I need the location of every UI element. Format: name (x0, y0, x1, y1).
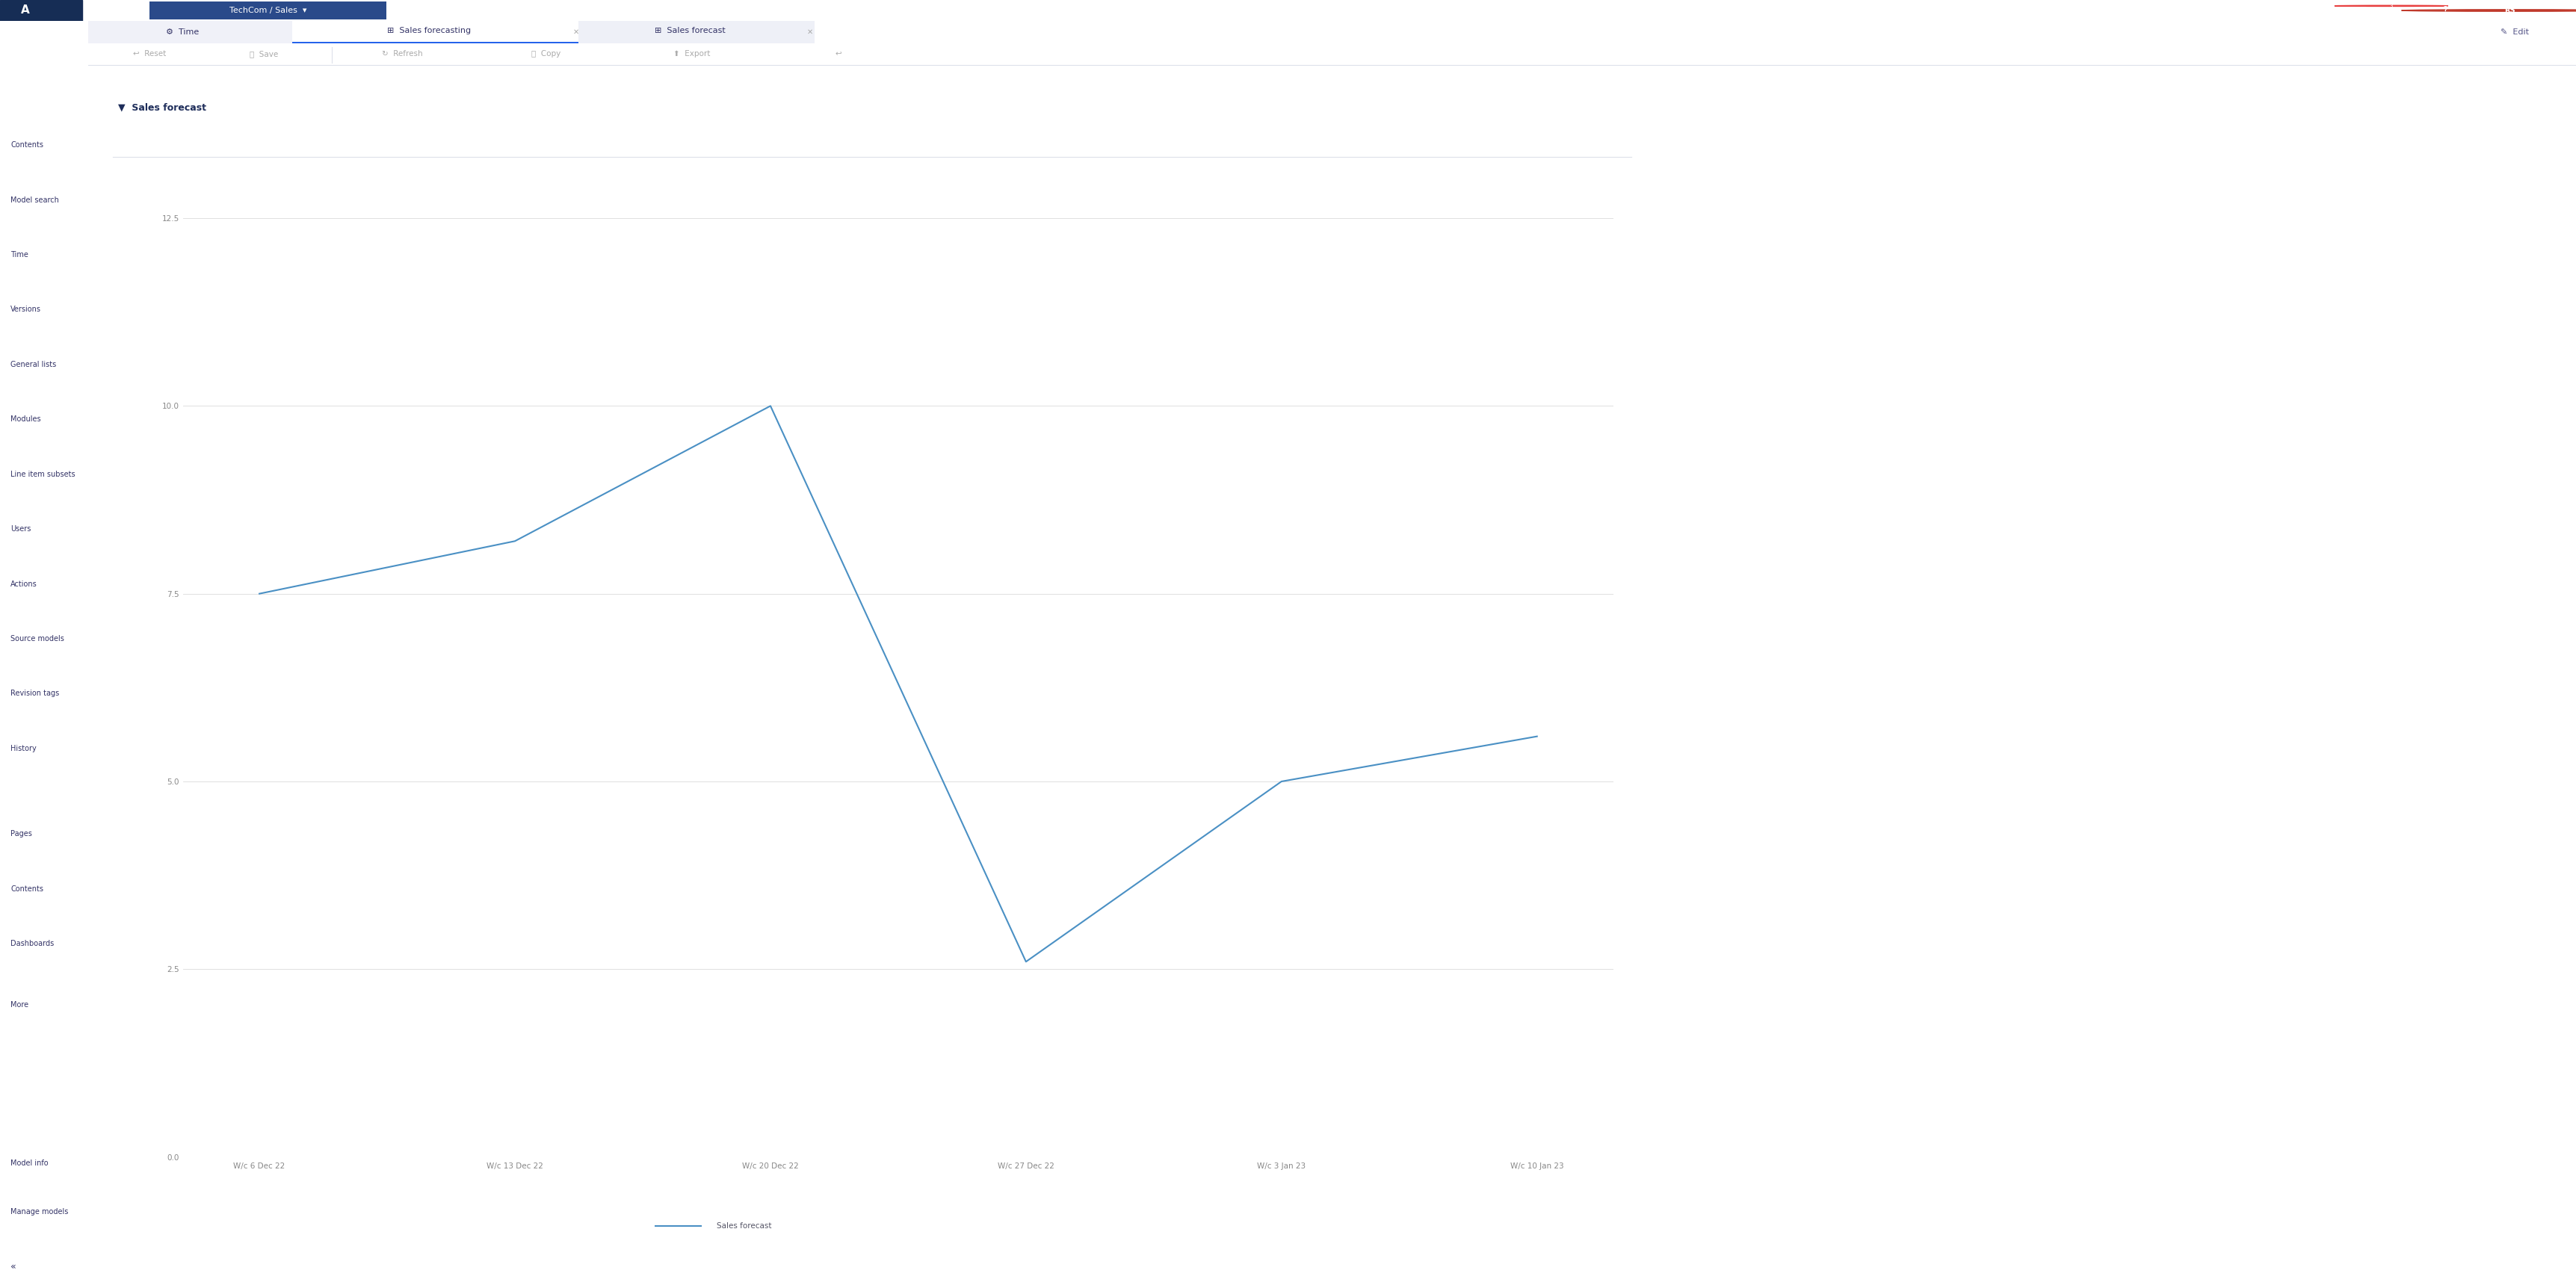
Text: «: « (10, 1262, 15, 1272)
Text: Users: Users (10, 526, 31, 533)
Text: 💾  Save: 💾 Save (250, 50, 278, 58)
Text: ▼  Sales forecast: ▼ Sales forecast (118, 103, 206, 112)
Text: ✕: ✕ (572, 28, 580, 36)
Text: ⚙  Time: ⚙ Time (167, 28, 198, 36)
Bar (88, 21, 291, 44)
Text: A: A (21, 5, 28, 17)
Text: Modules: Modules (10, 415, 41, 423)
Text: Time: Time (10, 251, 28, 258)
Text: 🔔: 🔔 (2360, 5, 2365, 15)
Text: ⊞  Sales forecasting: ⊞ Sales forecasting (386, 27, 471, 35)
Text: Pages: Pages (10, 830, 31, 838)
Text: ⎘  Copy: ⎘ Copy (531, 50, 562, 58)
Text: ✎  Edit: ✎ Edit (2499, 28, 2527, 36)
Bar (291, 41, 577, 44)
Text: Versions: Versions (10, 306, 41, 314)
Text: History: History (10, 745, 36, 752)
Text: ✕: ✕ (806, 28, 811, 36)
Text: General lists: General lists (10, 361, 57, 369)
Text: TechCom / Sales  ▾: TechCom / Sales ▾ (229, 6, 307, 14)
Text: ⊞  Sales forecast: ⊞ Sales forecast (654, 27, 726, 35)
Text: Contents: Contents (10, 885, 44, 893)
Text: ?: ? (2442, 5, 2447, 15)
Bar (291, 21, 577, 44)
Bar (149, 1, 386, 19)
Text: Source models: Source models (10, 635, 64, 642)
Text: Sales forecast: Sales forecast (716, 1222, 770, 1230)
Text: Actions: Actions (10, 581, 36, 587)
Text: Model search: Model search (10, 197, 59, 203)
Text: Dashboards: Dashboards (10, 939, 54, 947)
Text: ↩  Reset: ↩ Reset (134, 50, 165, 58)
Bar (0, 0, 82, 21)
Circle shape (2401, 9, 2576, 12)
Text: Models  ▾: Models ▾ (98, 6, 137, 14)
Text: ↩: ↩ (835, 50, 840, 58)
Bar (577, 21, 814, 44)
Text: Model info: Model info (10, 1159, 49, 1167)
Text: Anaplan Employee  ▾: Anaplan Employee ▾ (1996, 6, 2084, 14)
Text: 🔍: 🔍 (2300, 5, 2306, 15)
Text: More: More (10, 1001, 28, 1009)
Text: Contents: Contents (10, 141, 44, 149)
Text: RS: RS (2504, 6, 2514, 14)
Text: Manage models: Manage models (10, 1208, 70, 1216)
Text: Revision tags: Revision tags (10, 690, 59, 698)
Text: Line item subsets: Line item subsets (10, 470, 75, 478)
Text: ↻  Refresh: ↻ Refresh (381, 50, 422, 58)
Text: ⬆  Export: ⬆ Export (672, 50, 711, 58)
Text: 3: 3 (2388, 4, 2393, 8)
